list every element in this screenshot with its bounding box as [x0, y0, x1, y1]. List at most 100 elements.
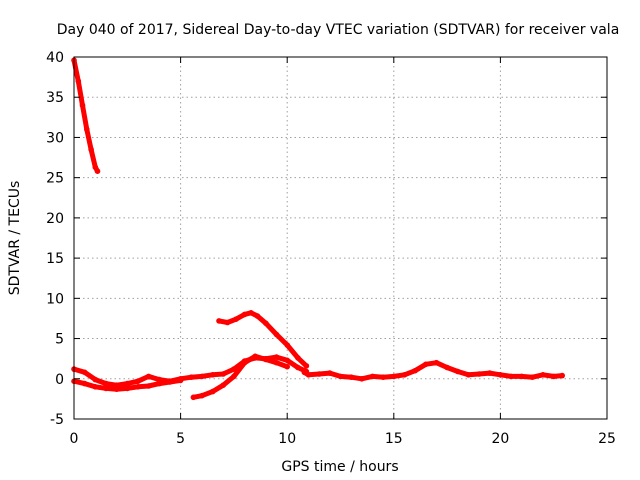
data-point: [252, 353, 258, 360]
data-point: [305, 372, 312, 378]
y-tick-label: 15: [46, 251, 64, 267]
data-point: [444, 364, 450, 371]
data-point: [209, 372, 216, 378]
y-tick-label: 35: [46, 90, 64, 106]
data-point: [177, 377, 184, 384]
data-point: [231, 366, 237, 372]
data-point: [550, 373, 557, 380]
plot-frame: [73, 56, 608, 420]
data-point: [188, 374, 195, 381]
data-point: [284, 342, 291, 348]
y-tick-label: 0: [55, 372, 64, 388]
chart-title: Day 040 of 2017, Sidereal Day-to-day VTE…: [57, 22, 620, 38]
data-point: [84, 126, 90, 133]
data-point: [233, 316, 239, 323]
data-point: [231, 373, 237, 380]
data-point: [295, 355, 301, 361]
y-tick-label: 20: [46, 211, 64, 227]
data-point: [327, 370, 333, 376]
data-point: [380, 374, 386, 381]
data-point: [455, 368, 461, 375]
data-point: [391, 373, 397, 380]
data-point: [216, 318, 222, 324]
data-point: [241, 311, 248, 318]
data-point: [209, 388, 216, 395]
data-point: [540, 372, 546, 378]
y-axis-label: SDTVAR / TECUs: [7, 181, 23, 296]
x-tick-label: 25: [598, 431, 616, 447]
x-tick-label: 10: [278, 431, 296, 447]
y-tick-label: 30: [46, 130, 64, 146]
data-point: [284, 357, 291, 364]
grid: [74, 57, 607, 419]
series-line-track-4: [190, 353, 290, 400]
data-point: [433, 359, 440, 366]
data-point: [508, 373, 514, 380]
data-point: [359, 376, 365, 382]
data-point: [486, 370, 493, 376]
y-tick-label: 10: [46, 291, 64, 307]
data-point: [224, 319, 231, 326]
data-point: [124, 385, 131, 392]
x-tick-label: 5: [176, 431, 185, 447]
data-point: [145, 383, 152, 389]
data-point: [412, 367, 418, 374]
data-point: [337, 373, 344, 380]
data-point: [88, 146, 94, 153]
x-tick-label: 15: [385, 431, 403, 447]
data-point: [497, 372, 504, 378]
data-point: [518, 373, 525, 380]
x-tick-label: 20: [491, 431, 509, 447]
data-point: [103, 380, 109, 387]
data-point: [273, 354, 280, 360]
data-point: [156, 380, 163, 387]
data-point: [79, 102, 86, 109]
data-point: [369, 373, 376, 380]
data-point: [241, 359, 248, 366]
data-point: [92, 376, 99, 383]
data-point: [465, 372, 472, 378]
data-point: [284, 363, 291, 370]
data-point: [113, 386, 120, 393]
y-tick-label: 25: [46, 171, 64, 187]
data-point: [348, 374, 355, 381]
data-point: [199, 392, 205, 399]
data-point: [303, 363, 310, 369]
data-point: [295, 364, 301, 371]
data-point: [220, 382, 226, 389]
data-point: [81, 380, 88, 387]
data-point: [263, 320, 269, 327]
data-point: [529, 374, 536, 381]
data-point: [75, 78, 82, 84]
data-point: [103, 385, 109, 392]
data-point: [92, 384, 99, 390]
data-point: [199, 373, 205, 380]
data-point: [559, 372, 565, 379]
data-point: [401, 372, 408, 378]
data-point: [273, 331, 280, 338]
data-point: [476, 371, 482, 377]
series-line-track-1: [71, 57, 100, 174]
data-point: [124, 380, 131, 387]
data-point: [254, 313, 261, 319]
y-tick-label: 40: [46, 50, 64, 66]
x-axis-label: GPS time / hours: [281, 459, 398, 475]
data-point: [167, 379, 173, 385]
data-point: [81, 369, 88, 376]
data-point: [145, 373, 152, 380]
data-point: [263, 356, 269, 363]
data-point: [316, 371, 323, 377]
y-tick-label: -5: [50, 412, 64, 428]
data-point: [135, 378, 141, 385]
data-point: [273, 359, 280, 366]
x-tick-label: 0: [70, 431, 79, 447]
data-point: [423, 361, 429, 368]
y-tick-label: 5: [55, 332, 64, 348]
data-point: [248, 310, 254, 316]
data-point: [301, 369, 308, 376]
data-series: [71, 57, 565, 401]
data-point: [190, 394, 197, 401]
data-point: [220, 371, 226, 377]
axis-ticks: 0 5 10 15 20 25 -5 0 5 10 15 20 25 30 35 40: [46, 50, 616, 447]
